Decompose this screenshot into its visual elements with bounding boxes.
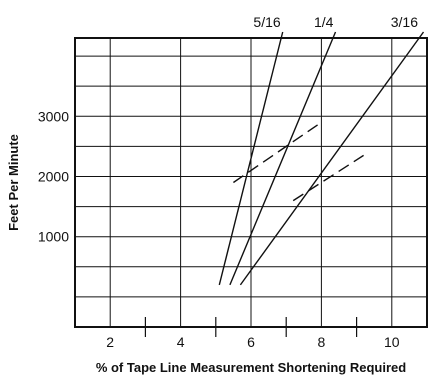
series-label: 1/4	[314, 14, 334, 30]
ticks-layer: 2 4 6 8 10 1000 2000 3000	[38, 108, 400, 350]
y-tick-label: 1000	[38, 229, 69, 245]
grid-layer	[75, 38, 427, 327]
x-tick-label: 10	[384, 334, 400, 350]
y-tick-label: 2000	[38, 168, 69, 184]
x-tick-label: 8	[318, 334, 326, 350]
y-tick-label: 3000	[38, 108, 69, 124]
series-label: 3/16	[391, 14, 418, 30]
x-tick-label: 6	[247, 334, 255, 350]
x-tick-label: 2	[106, 334, 114, 350]
series-line	[230, 32, 336, 285]
y-axis-title: Feet Per Minute	[6, 134, 21, 231]
x-axis-title: % of Tape Line Measurement Shortening Re…	[96, 360, 406, 375]
x-tick-label: 4	[177, 334, 185, 350]
labels-layer: 5/16 1/4 3/16	[253, 14, 418, 30]
series-label: 5/16	[253, 14, 280, 30]
